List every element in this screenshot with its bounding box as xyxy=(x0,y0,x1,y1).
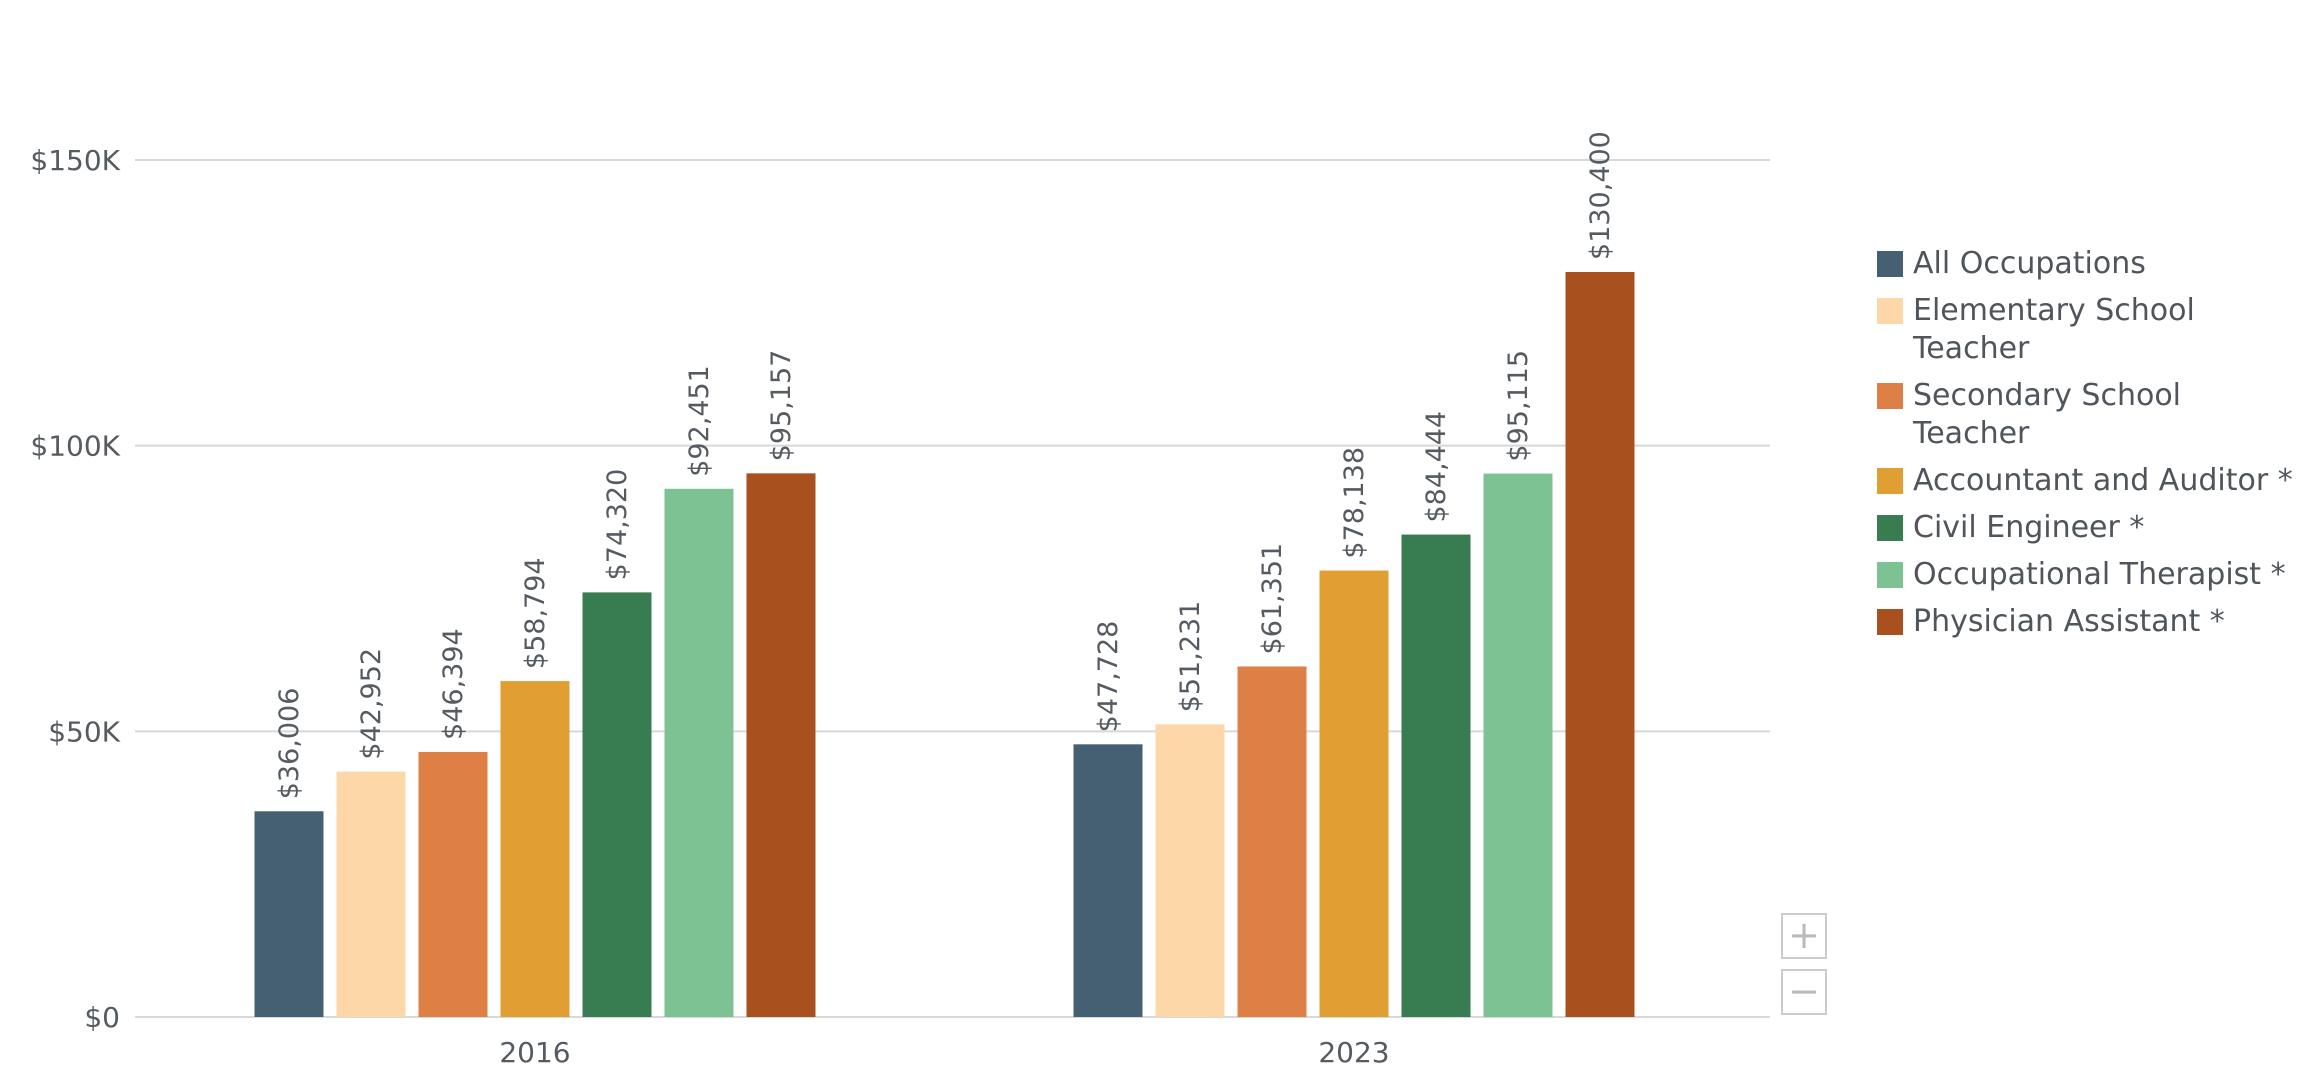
bar xyxy=(418,751,488,1017)
bar xyxy=(664,488,734,1017)
legend-swatch xyxy=(1877,383,1903,409)
bar xyxy=(582,592,652,1017)
bar xyxy=(746,473,816,1018)
data-label: $95,157 xyxy=(766,350,797,462)
legend-item[interactable]: Occupational Therapist * xyxy=(1877,556,2297,594)
legend-label: All Occupations xyxy=(1913,246,2146,281)
y-tick-label: $150K xyxy=(30,144,120,177)
data-label: $36,006 xyxy=(274,688,305,800)
data-label: $74,320 xyxy=(602,469,633,581)
bar xyxy=(1401,534,1471,1017)
zoom-in-button[interactable]: + xyxy=(1781,913,1827,959)
data-label: $58,794 xyxy=(520,557,551,669)
data-label: $84,444 xyxy=(1421,411,1452,523)
data-label: $47,728 xyxy=(1093,621,1124,733)
legend-swatch xyxy=(1877,298,1903,324)
data-label: $78,138 xyxy=(1339,447,1370,559)
bar xyxy=(500,681,570,1017)
legend-item[interactable]: Civil Engineer * xyxy=(1877,509,2297,547)
data-label: $95,115 xyxy=(1503,350,1534,462)
y-tick-label: $100K xyxy=(30,430,120,463)
legend-swatch xyxy=(1877,562,1903,588)
bar xyxy=(1237,666,1307,1017)
y-tick-label: $0 xyxy=(84,1001,120,1034)
legend-label: Accountant and Auditor * xyxy=(1913,463,2293,498)
bar xyxy=(254,811,324,1017)
y-tick-label: $50K xyxy=(48,715,120,748)
data-label: $42,952 xyxy=(356,648,387,760)
legend: All Occupations Elementary School Teacher… xyxy=(1877,245,2297,650)
bar xyxy=(1483,473,1553,1017)
legend-item[interactable]: Physician Assistant * xyxy=(1877,603,2297,641)
legend-swatch xyxy=(1877,609,1903,635)
data-label: $61,351 xyxy=(1257,543,1288,655)
legend-label: Secondary School Teacher xyxy=(1913,378,2182,451)
x-tick-label: 2016 xyxy=(499,1036,570,1069)
legend-swatch xyxy=(1877,251,1903,277)
bar xyxy=(1319,570,1389,1017)
data-label: $46,394 xyxy=(438,628,469,740)
legend-item[interactable]: All Occupations xyxy=(1877,245,2297,283)
legend-label: Civil Engineer * xyxy=(1913,510,2145,545)
legend-label: Occupational Therapist * xyxy=(1913,557,2286,592)
data-label: $130,400 xyxy=(1585,131,1616,260)
legend-item[interactable]: Elementary School Teacher xyxy=(1877,292,2297,368)
legend-label: Elementary School Teacher xyxy=(1913,293,2195,366)
legend-item[interactable]: Secondary School Teacher xyxy=(1877,377,2297,453)
x-tick-label: 2023 xyxy=(1318,1036,1389,1069)
data-label: $51,231 xyxy=(1175,601,1206,713)
bar xyxy=(1073,744,1143,1017)
legend-item[interactable]: Accountant and Auditor * xyxy=(1877,462,2297,500)
legend-swatch xyxy=(1877,515,1903,541)
legend-label: Physician Assistant * xyxy=(1913,604,2225,639)
bar xyxy=(1565,271,1635,1017)
data-label: $92,451 xyxy=(684,365,715,477)
bar xyxy=(1155,724,1225,1017)
legend-swatch xyxy=(1877,468,1903,494)
zoom-out-button[interactable]: − xyxy=(1781,969,1827,1015)
bar xyxy=(336,771,406,1017)
